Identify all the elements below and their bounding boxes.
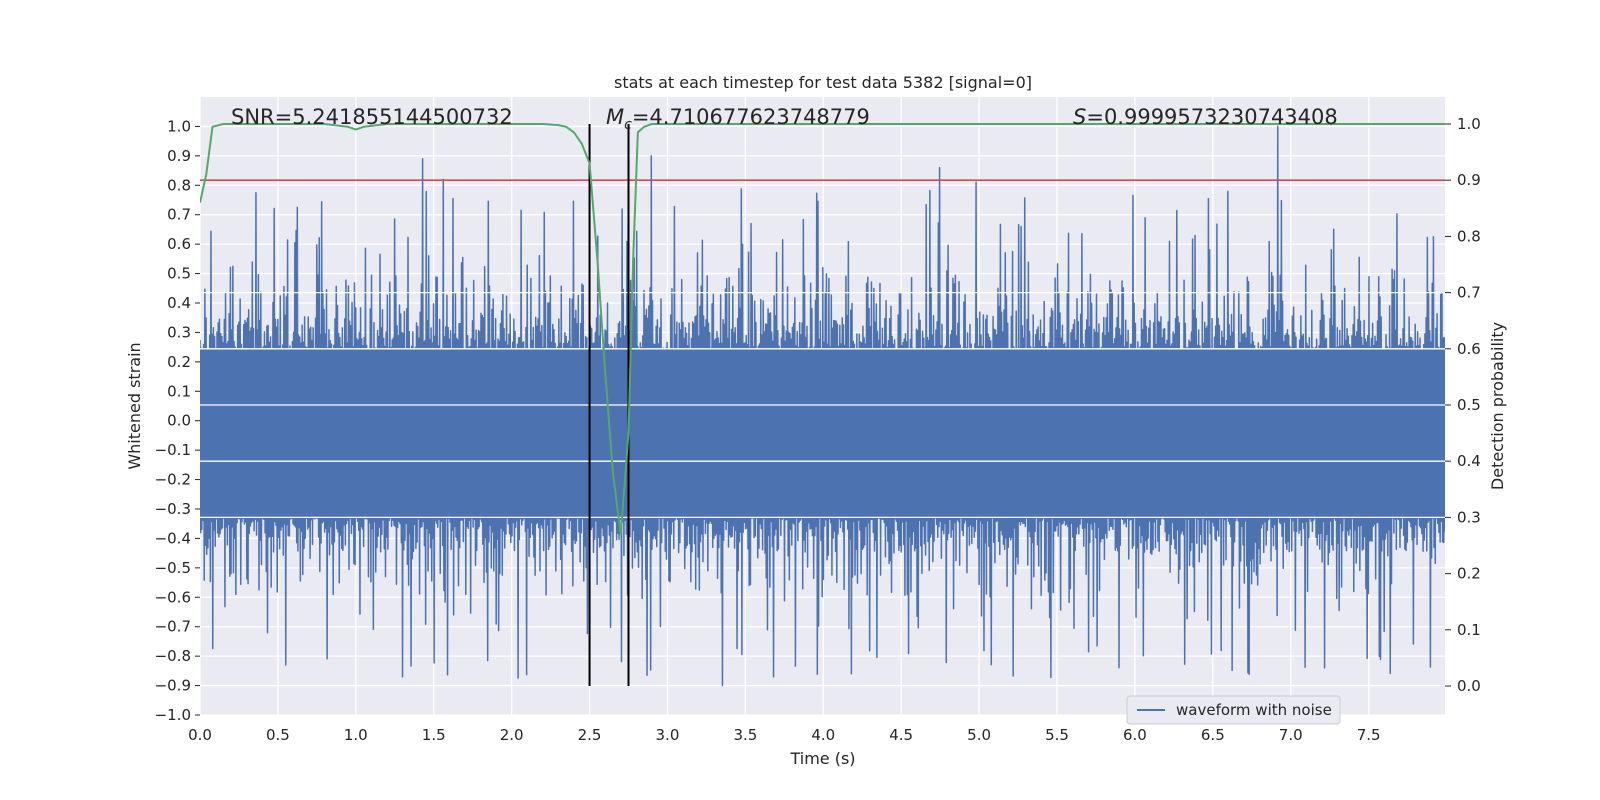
series-layer — [200, 123, 1445, 687]
snr-annotation: SNR=5.241855144500732 — [231, 105, 513, 129]
left-tick-label: 0.8 — [167, 176, 191, 194]
left-tick-label: 0.6 — [167, 235, 191, 253]
chirp-mass-symbol: M — [606, 105, 624, 129]
left-tick-label: −0.2 — [155, 471, 191, 489]
right-axis-ticks: 0.0 0.1 0.2 0.3 0.4 0.5 0.6 0.7 0.8 0.9 1.0 — [1445, 115, 1481, 695]
left-tick-label: −0.5 — [155, 559, 191, 577]
left-tick-label: −0.7 — [155, 618, 191, 636]
x-tick-label: 3.0 — [656, 726, 680, 744]
x-tick-label: 7.5 — [1357, 726, 1381, 744]
right-tick-label: 0.8 — [1457, 227, 1481, 245]
left-tick-label: 0.1 — [167, 382, 191, 400]
x-tick-label: 4.5 — [889, 726, 913, 744]
s-symbol: S — [1073, 105, 1086, 129]
left-tick-label: 0.4 — [167, 294, 191, 312]
legend-box — [1126, 695, 1341, 725]
left-tick-label: −0.4 — [155, 529, 191, 547]
left-tick-label: 0.2 — [167, 353, 191, 371]
x-tick-label: 2.5 — [578, 726, 602, 744]
x-tick-label: 1.0 — [344, 726, 368, 744]
left-tick-label: 0.5 — [167, 265, 191, 283]
left-axis-label: Whitened strain — [125, 342, 144, 469]
left-tick-label: −1.0 — [155, 706, 191, 724]
chirp-mass-annotation: Mc=4.710677623748779 — [606, 105, 870, 133]
right-tick-label: 0.4 — [1457, 452, 1481, 470]
chart-title: stats at each timestep for test data 538… — [614, 73, 1032, 92]
left-tick-label: 0.9 — [167, 147, 191, 165]
x-tick-label: 2.0 — [500, 726, 524, 744]
x-tick-label: 5.5 — [1045, 726, 1069, 744]
left-tick-label: −0.8 — [155, 647, 191, 665]
right-tick-label: 0.5 — [1457, 396, 1481, 414]
left-tick-label: 1.0 — [167, 117, 191, 135]
chirp-mass-value: =4.710677623748779 — [632, 105, 870, 129]
left-tick-label: −0.3 — [155, 500, 191, 518]
x-axis-label: Time (s) — [789, 749, 855, 768]
left-tick-label: 0.3 — [167, 323, 191, 341]
s-value: =0.9999573230743408 — [1086, 105, 1337, 129]
x-tick-label: 3.5 — [733, 726, 757, 744]
x-tick-label: 4.0 — [811, 726, 835, 744]
x-tick-label: 5.0 — [967, 726, 991, 744]
s-annotation: S=0.9999573230743408 — [1073, 105, 1338, 129]
x-axis-ticks: 0.0 0.5 1.0 1.5 2.0 2.5 3.0 3.5 4.0 4.5 5.0 5.5 6.0 6… — [188, 726, 1381, 744]
right-tick-label: 0.6 — [1457, 340, 1481, 358]
left-tick-label: −0.9 — [155, 677, 191, 695]
legend: waveform with noise — [1126, 695, 1341, 725]
chirp-mass-subscript: c — [624, 117, 632, 133]
detection-probability-series — [200, 123, 1445, 536]
right-tick-label: 0.7 — [1457, 284, 1481, 302]
right-tick-label: 0.2 — [1457, 565, 1481, 583]
x-tick-label: 6.5 — [1201, 726, 1225, 744]
x-tick-label: 0.5 — [266, 726, 290, 744]
right-axis-label: Detection probability — [1488, 322, 1507, 490]
right-tick-label: 0.9 — [1457, 171, 1481, 189]
right-tick-label: 0.0 — [1457, 677, 1481, 695]
left-tick-label: 0.0 — [167, 412, 191, 430]
x-tick-label: 6.0 — [1123, 726, 1147, 744]
left-tick-label: −0.6 — [155, 588, 191, 606]
x-tick-label: 0.0 — [188, 726, 212, 744]
right-tick-label: 1.0 — [1457, 115, 1481, 133]
legend-label: waveform with noise — [1176, 701, 1332, 719]
x-tick-label: 7.0 — [1279, 726, 1303, 744]
left-tick-label: −0.1 — [155, 441, 191, 459]
waveform-core-band — [200, 350, 1445, 518]
right-tick-label: 0.1 — [1457, 621, 1481, 639]
x-tick-label: 1.5 — [422, 726, 446, 744]
left-axis-ticks: −1.0 −0.9 −0.8 −0.7 −0.6 −0.5 −0.4 −0.3 −0.2 −0.1… — [155, 117, 200, 724]
left-tick-label: 0.7 — [167, 206, 191, 224]
right-tick-label: 0.3 — [1457, 508, 1481, 526]
